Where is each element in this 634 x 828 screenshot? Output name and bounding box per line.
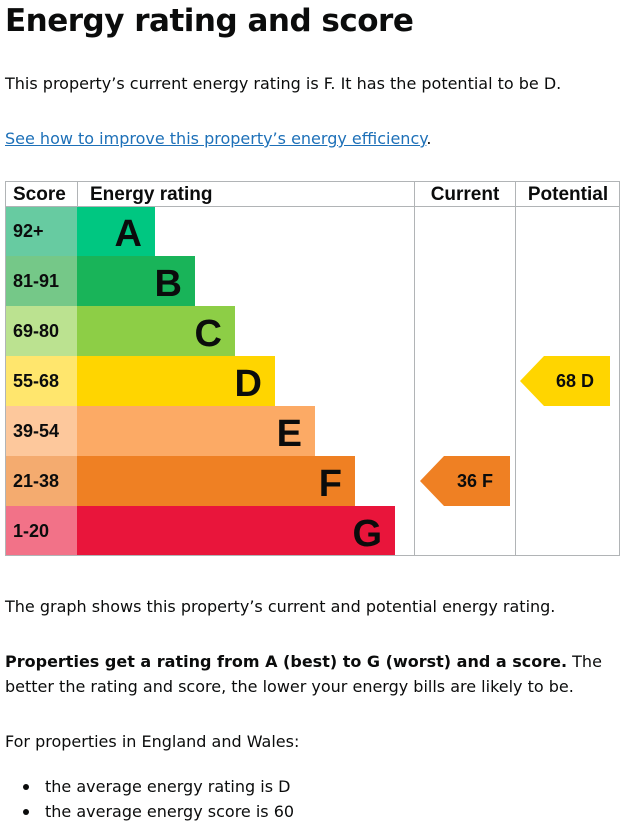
score-cell-g — [5, 506, 77, 556]
averages-list: the average energy rating is D the avera… — [5, 774, 294, 824]
rating-band-d — [77, 356, 275, 406]
score-range-label: 81-91 — [13, 271, 59, 291]
rating-band-a — [77, 206, 155, 256]
score-cell-c — [5, 306, 77, 356]
list-item: the average energy score is 60 — [5, 799, 294, 824]
current-rating-value: 36 F — [457, 471, 493, 491]
score-cell-f — [5, 456, 77, 506]
averages-intro: For properties in England and Wales: — [5, 732, 300, 751]
rating-band-b — [77, 256, 195, 306]
rating-band-c — [77, 306, 235, 356]
current-rating-arrow — [420, 456, 510, 506]
potential-rating-arrow — [520, 356, 610, 406]
score-cell-e — [5, 406, 77, 456]
rating-explanation-rest: The better the rating and score, the low… — [5, 652, 602, 696]
score-cell-b — [5, 256, 77, 306]
link-suffix: . — [426, 129, 432, 148]
energy-rating-graph: 92+ A81-91 B69-80 C55-68 D39-54 E21-38 F1-20 G … — [5, 181, 620, 556]
score-cell-d — [5, 356, 77, 406]
score-range-label: 1-20 — [13, 521, 49, 541]
score-range-label: 21-38 — [13, 471, 59, 491]
header-score: Score — [13, 184, 66, 205]
rating-explanation: Properties get a rating from A (best) to… — [5, 649, 620, 699]
rating-explanation-bold: Properties get a rating from A (best) to… — [5, 652, 568, 671]
rating-letter-b: B — [155, 263, 182, 305]
rating-letter-c: C — [195, 313, 222, 355]
rating-band-e — [77, 406, 315, 456]
potential-rating-value: 68 D — [556, 371, 594, 391]
score-cell-a — [5, 206, 77, 256]
rating-letter-g: G — [352, 513, 382, 555]
rating-band-f — [77, 456, 355, 506]
score-range-label: 69-80 — [13, 321, 59, 341]
improve-paragraph: See how to improve this property’s energ… — [5, 126, 432, 151]
score-range-label: 39-54 — [13, 421, 59, 441]
rating-summary: This property’s current energy rating is… — [5, 74, 562, 93]
rating-letter-d: D — [235, 363, 262, 405]
score-range-label: 55-68 — [13, 371, 59, 391]
header-potential: Potential — [528, 184, 608, 205]
rating-letter-e: E — [277, 413, 302, 455]
header-current: Current — [431, 184, 500, 205]
score-range-label: 92+ — [13, 221, 44, 241]
graph-caption: The graph shows this property’s current … — [5, 597, 556, 616]
page-title: Energy rating and score — [5, 3, 414, 39]
list-item: the average energy rating is D — [5, 774, 294, 799]
rating-letter-f: F — [319, 463, 342, 505]
improve-efficiency-link[interactable]: See how to improve this property’s energ… — [5, 129, 427, 148]
header-energy-rating: Energy rating — [90, 184, 212, 205]
rating-letter-a: A — [115, 213, 142, 255]
rating-band-g — [77, 506, 395, 556]
